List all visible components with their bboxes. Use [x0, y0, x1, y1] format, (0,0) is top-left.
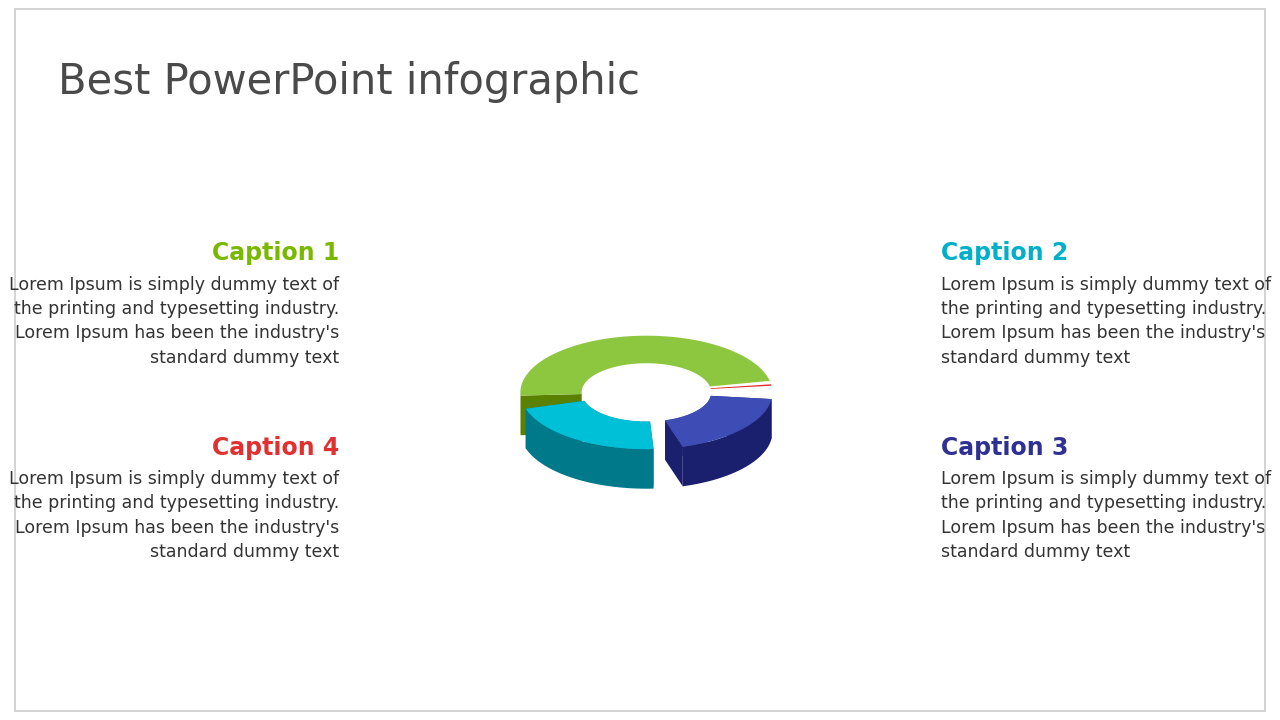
Polygon shape: [650, 421, 654, 489]
Polygon shape: [526, 401, 654, 449]
Text: Lorem Ipsum is simply dummy text of
the printing and typesetting industry.
Lorem: Lorem Ipsum is simply dummy text of the …: [9, 470, 339, 561]
Text: Best PowerPoint infographic: Best PowerPoint infographic: [58, 61, 640, 103]
Text: Lorem Ipsum is simply dummy text of
the printing and typesetting industry.
Lorem: Lorem Ipsum is simply dummy text of the …: [9, 276, 339, 366]
Text: Caption 2: Caption 2: [941, 241, 1068, 265]
Text: Lorem Ipsum is simply dummy text of
the printing and typesetting industry.
Lorem: Lorem Ipsum is simply dummy text of the …: [941, 470, 1271, 561]
Polygon shape: [585, 401, 650, 461]
Polygon shape: [710, 396, 772, 438]
Text: Caption 4: Caption 4: [212, 436, 339, 459]
Text: Caption 3: Caption 3: [941, 436, 1069, 459]
Polygon shape: [710, 384, 772, 389]
Polygon shape: [666, 396, 772, 446]
Polygon shape: [526, 409, 654, 489]
Text: Caption 1: Caption 1: [212, 241, 339, 265]
Polygon shape: [521, 336, 769, 395]
Polygon shape: [666, 396, 710, 460]
Polygon shape: [682, 399, 772, 486]
Polygon shape: [521, 394, 581, 435]
Text: Lorem Ipsum is simply dummy text of
the printing and typesetting industry.
Lorem: Lorem Ipsum is simply dummy text of the …: [941, 276, 1271, 366]
Polygon shape: [526, 401, 585, 449]
Polygon shape: [666, 420, 682, 486]
